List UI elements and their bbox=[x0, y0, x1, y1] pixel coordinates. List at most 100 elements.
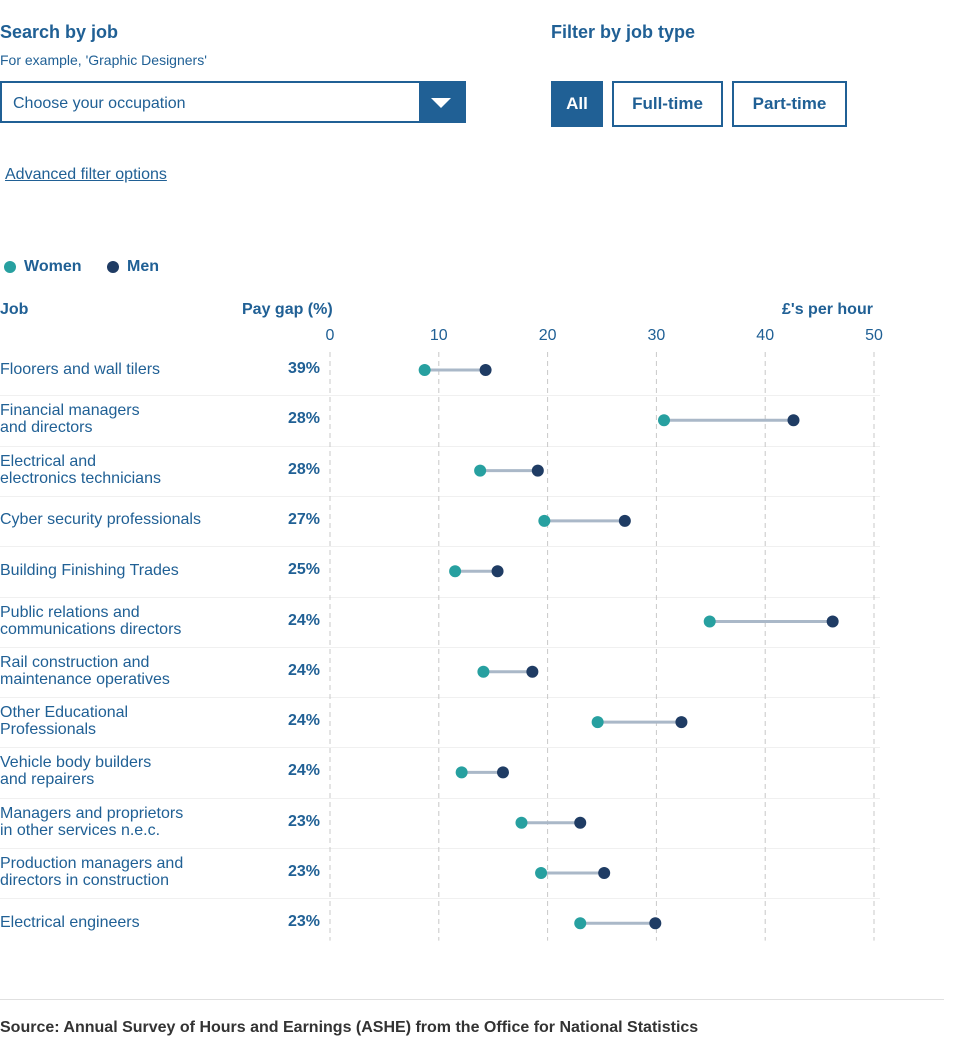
men-point[interactable] bbox=[491, 565, 504, 578]
filter-part-time-button[interactable]: Part-time bbox=[732, 81, 847, 127]
men-point[interactable] bbox=[618, 514, 631, 527]
women-point[interactable] bbox=[477, 665, 490, 678]
filter-full-time-button[interactable]: Full-time bbox=[612, 81, 723, 127]
pay-gap-value: 23% bbox=[287, 913, 320, 931]
axis-title: £'s per hour bbox=[782, 301, 873, 318]
women-point[interactable] bbox=[449, 565, 462, 578]
filter-all-button[interactable]: All bbox=[551, 81, 603, 127]
women-point[interactable] bbox=[474, 464, 487, 477]
footer-divider bbox=[0, 999, 944, 1000]
job-label-line: Electrical engineers bbox=[0, 913, 140, 931]
occupation-select-value: Choose your occupation bbox=[13, 95, 186, 112]
row-separator bbox=[0, 697, 880, 699]
job-label: Electrical engineers bbox=[0, 914, 230, 931]
x-tick-label: 50 bbox=[865, 327, 883, 344]
men-point[interactable] bbox=[649, 917, 662, 930]
job-label: Public relations and communications direc… bbox=[0, 604, 230, 638]
legend-women: Women bbox=[4, 258, 81, 276]
men-point[interactable] bbox=[598, 867, 611, 879]
search-title: Search by job bbox=[0, 22, 119, 42]
men-point[interactable] bbox=[574, 816, 587, 829]
job-label: Floorers and wall tilers bbox=[0, 361, 230, 378]
women-point[interactable] bbox=[515, 816, 528, 829]
legend-men: Men bbox=[107, 258, 159, 276]
pay-gap-value: 24% bbox=[287, 661, 320, 679]
job-label: Cyber security professionals bbox=[0, 511, 230, 528]
job-label: Other Educational Professionals bbox=[0, 704, 230, 738]
job-label-line: Financial managers bbox=[0, 402, 140, 420]
women-point[interactable] bbox=[418, 364, 431, 376]
advanced-filter-link[interactable]: Advanced filter options bbox=[5, 166, 167, 183]
job-label-line: Floorers and wall tilers bbox=[0, 360, 161, 378]
controls-panel: Search by job For example, 'Graphic Desi… bbox=[0, 0, 960, 200]
men-point[interactable] bbox=[479, 364, 492, 376]
job-label: Managers and proprietors in other service… bbox=[0, 805, 230, 839]
women-point[interactable] bbox=[455, 766, 468, 779]
job-label-line: Building Finishing Trades bbox=[0, 561, 179, 579]
pay-gap-column-header: Pay gap (%) bbox=[242, 301, 333, 318]
row-separator bbox=[0, 395, 880, 397]
legend-men-dot bbox=[107, 261, 119, 273]
women-point[interactable] bbox=[703, 615, 716, 628]
row-separator bbox=[0, 898, 880, 900]
job-label-line: Electrical and bbox=[0, 452, 97, 470]
chevron-down-icon bbox=[431, 98, 451, 108]
legend-women-dot bbox=[4, 261, 16, 273]
job-label-line: Other Educational bbox=[0, 704, 129, 722]
women-point[interactable] bbox=[538, 514, 551, 527]
women-point[interactable] bbox=[574, 917, 587, 930]
women-point[interactable] bbox=[658, 414, 671, 427]
filter-title: Filter by job type bbox=[551, 22, 696, 42]
pay-gap-value: 28% bbox=[287, 410, 320, 428]
job-label-line: Managers and proprietors bbox=[0, 804, 184, 822]
men-point[interactable] bbox=[526, 665, 539, 678]
job-label-line: and directors bbox=[0, 419, 93, 437]
women-point[interactable] bbox=[591, 716, 604, 729]
men-point[interactable] bbox=[787, 414, 800, 427]
job-label-line: Production managers and bbox=[0, 855, 184, 872]
pay-gap-value: 23% bbox=[287, 863, 320, 880]
x-tick-label: 0 bbox=[326, 327, 335, 344]
x-tick-label: 20 bbox=[539, 327, 557, 344]
occupation-select-toggle[interactable] bbox=[419, 83, 464, 121]
men-point[interactable] bbox=[496, 766, 509, 779]
row-separator bbox=[0, 495, 880, 497]
pay-gap-value: 28% bbox=[287, 460, 320, 478]
men-point[interactable] bbox=[826, 615, 839, 628]
row-separator bbox=[0, 797, 880, 799]
job-label-line: electronics technicians bbox=[0, 469, 161, 487]
job-label: Electrical and electronics technicians bbox=[0, 453, 230, 487]
women-point[interactable] bbox=[535, 867, 548, 879]
search-hint: For example, 'Graphic Designers' bbox=[0, 52, 207, 68]
job-label: Production managers and directors in cons… bbox=[0, 855, 230, 889]
occupation-select[interactable]: Choose your occupation bbox=[0, 81, 466, 123]
pay-gap-value: 23% bbox=[287, 812, 320, 830]
row-separator bbox=[0, 596, 880, 598]
men-point[interactable] bbox=[675, 716, 688, 729]
job-label-line: in other services n.e.c. bbox=[0, 821, 161, 839]
job-label-line: Vehicle body builders bbox=[0, 754, 152, 772]
job-label-line: maintenance operatives bbox=[0, 670, 170, 688]
job-label-line: directors in construction bbox=[0, 872, 169, 889]
pay-gap-value: 24% bbox=[287, 712, 320, 730]
dumbbell-chart: 0 10 20 30 40 50 bbox=[326, 327, 883, 941]
chart-legend: Women Men bbox=[0, 258, 300, 280]
row-separator bbox=[0, 747, 880, 749]
row-separator bbox=[0, 848, 880, 849]
pay-gap-value: 24% bbox=[287, 762, 320, 780]
x-tick-label: 10 bbox=[430, 327, 448, 344]
job-label: Rail construction and maintenance operati… bbox=[0, 654, 230, 688]
row-separator bbox=[0, 646, 880, 648]
job-label-line: Rail construction and bbox=[0, 653, 150, 671]
job-label-line: communications directors bbox=[0, 620, 182, 638]
men-point[interactable] bbox=[531, 464, 544, 477]
job-label: Building Finishing Trades bbox=[0, 562, 230, 579]
job-label-line: and repairers bbox=[0, 771, 95, 789]
x-tick-label: 30 bbox=[648, 327, 666, 344]
job-label: Financial managers and directors bbox=[0, 402, 230, 436]
x-tick-label: 40 bbox=[756, 327, 774, 344]
job-column-header: Job bbox=[0, 301, 29, 318]
job-label-line: Public relations and bbox=[0, 603, 140, 621]
job-label: Vehicle body builders and repairers bbox=[0, 754, 230, 788]
job-label-line: Professionals bbox=[0, 721, 97, 739]
